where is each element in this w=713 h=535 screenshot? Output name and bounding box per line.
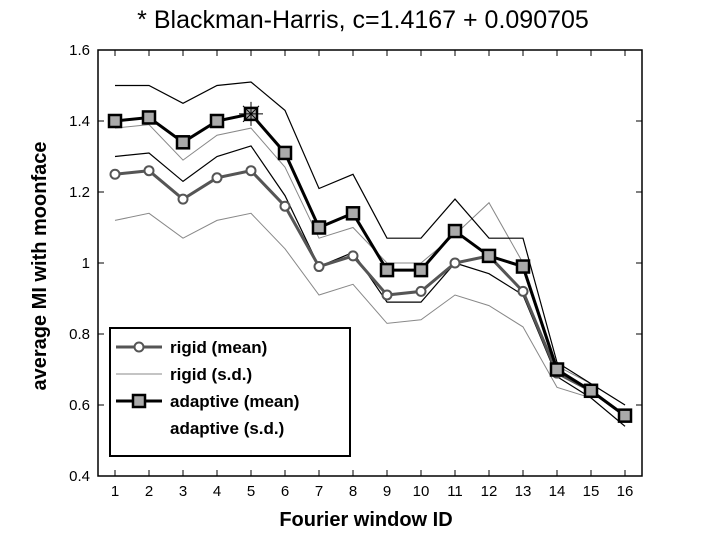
axis-layer: 1 2 3 4 5 6 7 8 9 10 11 12 13 14 15 160.40.60.811.21.41… (69, 42, 642, 500)
x-tick-label: 2 (145, 483, 153, 500)
data-point-circle (313, 261, 325, 273)
x-tick-label: 4 (213, 483, 221, 500)
data-point-circle (381, 289, 393, 301)
x-tick-label: 12 (481, 483, 498, 500)
y-tick-label: 1.2 (69, 184, 90, 201)
mean-line (114, 112, 626, 417)
y-tick-label: 1.4 (69, 113, 90, 130)
mean-line (114, 169, 626, 417)
data-point-square (583, 383, 599, 399)
data-point-circle (347, 250, 359, 262)
data-point-square (209, 113, 225, 129)
data-point-square (481, 248, 497, 264)
legend-label: rigid (mean) (170, 338, 267, 357)
data-point-circle (109, 168, 121, 180)
data-point-circle (517, 285, 529, 297)
x-tick-label: 16 (617, 483, 634, 500)
legend-marker-square (131, 393, 147, 409)
x-tick-label: 9 (383, 483, 391, 500)
y-tick-label: 1.6 (69, 42, 90, 59)
legend-label: adaptive (mean) (170, 392, 299, 411)
data-point-circle (279, 200, 291, 212)
data-point-square (107, 113, 123, 129)
sd-upper-line (115, 81, 626, 406)
legend-label: rigid (s.d.) (170, 365, 252, 384)
sd-lower-line (114, 212, 626, 427)
highlight-marker (242, 105, 260, 123)
data-point-circle (211, 172, 223, 184)
data-point-square (277, 145, 293, 161)
y-tick-label: 1 (82, 255, 90, 272)
data-point-square (617, 408, 633, 423)
x-tick-label: 3 (179, 483, 187, 500)
data-point-circle (143, 165, 155, 177)
data-point-circle (449, 257, 461, 269)
legend-label: adaptive (s.d.) (170, 419, 284, 438)
y-axis-label: average MI with moonface (29, 142, 51, 391)
data-point-square (515, 259, 531, 274)
x-tick-label: 1 (111, 483, 119, 500)
data-point-square (345, 206, 361, 221)
x-tick-label: 8 (349, 483, 357, 500)
series-layer (107, 81, 633, 427)
data-point-circle (245, 165, 257, 177)
data-point-circle (415, 285, 427, 297)
data-point-square (447, 223, 463, 239)
x-tick-label: 14 (549, 483, 566, 500)
data-point-circle (177, 193, 189, 205)
x-tick-label: 11 (447, 483, 463, 500)
plot-area: 1 2 3 4 5 6 7 8 9 10 11 12 13 14 15 160.40.60.811.21.41… (69, 42, 643, 500)
x-tick-label: 6 (281, 483, 289, 500)
x-tick-label: 13 (515, 483, 532, 500)
y-tick-label: 0.6 (69, 397, 90, 414)
data-point-square (413, 262, 429, 278)
x-tick-label: 10 (413, 483, 430, 500)
x-tick-label: 15 (583, 483, 600, 500)
chart-title: * Blackman-Harris, c=1.4167 + 0.090705 (137, 6, 589, 34)
data-point-square (175, 135, 191, 150)
legend-marker-circle (133, 341, 145, 353)
data-point-square (379, 262, 395, 278)
legend: rigid (mean) rigid (s.d.) adaptive (mean) a… (109, 327, 351, 457)
data-point-square (141, 110, 157, 125)
x-tick-label: 7 (315, 483, 323, 500)
data-point-square (311, 220, 327, 235)
legend-box (109, 327, 351, 457)
x-tick-label: 5 (247, 483, 255, 500)
data-point-square (549, 362, 565, 377)
y-tick-label: 0.4 (69, 468, 90, 485)
y-tick-label: 0.8 (69, 326, 90, 343)
x-axis-label: Fourier window ID (279, 509, 452, 531)
